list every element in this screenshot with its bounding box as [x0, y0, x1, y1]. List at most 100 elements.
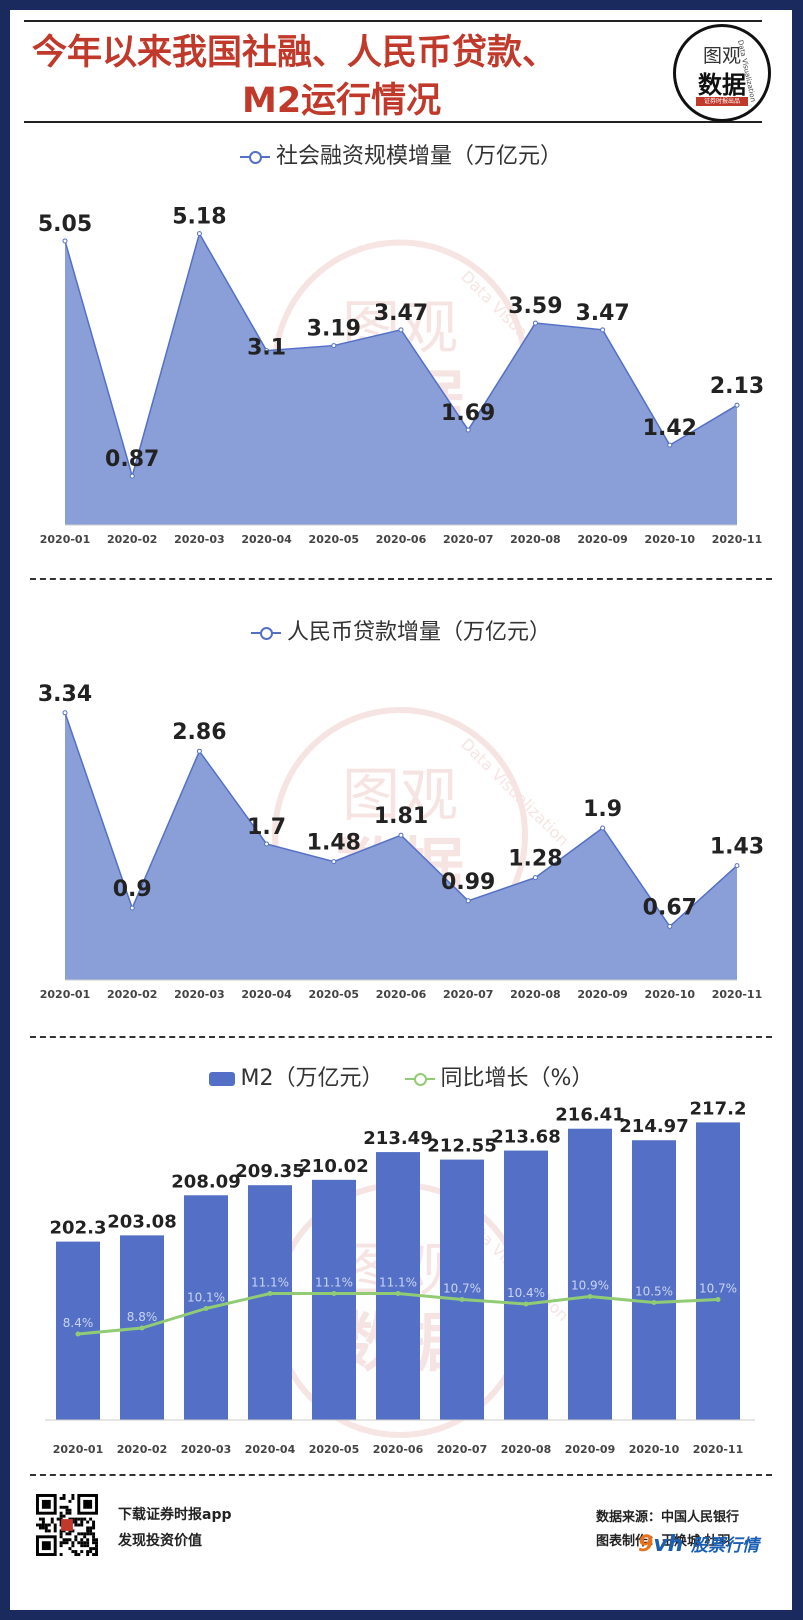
chart2-legend-item: 人民币贷款增量（万亿元）	[250, 614, 551, 646]
qr-module	[92, 1553, 96, 1556]
qr-module	[77, 1553, 81, 1556]
qr-module	[71, 1550, 75, 1554]
bar-value-label: 203.08	[107, 1211, 176, 1232]
bar-value-label: 213.49	[363, 1128, 432, 1149]
qr-module	[80, 1517, 84, 1521]
data-point	[129, 905, 135, 911]
chart3-legend-label-m2: M2（万亿元）	[240, 1066, 384, 1091]
growth-label: 10.7%	[443, 1282, 481, 1296]
qr-module	[80, 1532, 84, 1536]
qr-module	[62, 1505, 66, 1509]
qr-module	[38, 1517, 42, 1521]
bar-value-label: 210.02	[299, 1156, 368, 1177]
corner-watermark-text: 股票行情	[691, 1536, 759, 1556]
legend-line-marker-icon	[250, 626, 281, 640]
qr-module	[86, 1544, 90, 1548]
chart1-legend: 社会融资规模增量（万亿元）	[10, 138, 792, 170]
data-label: 1.69	[441, 401, 495, 426]
qr-module	[68, 1547, 72, 1551]
qr-module	[80, 1544, 84, 1548]
qr-module	[92, 1526, 96, 1530]
qr-module	[77, 1532, 81, 1536]
growth-label: 8.4%	[63, 1316, 94, 1330]
growth-point	[587, 1294, 593, 1299]
growth-label: 11.1%	[379, 1276, 417, 1290]
qr-module	[62, 1541, 66, 1545]
growth-point	[267, 1291, 273, 1296]
qr-module	[68, 1532, 72, 1536]
qr-module	[41, 1526, 45, 1530]
qr-module	[92, 1538, 96, 1542]
data-label: 1.48	[307, 831, 361, 856]
qr-module	[89, 1526, 93, 1530]
section-divider	[30, 578, 772, 580]
qr-module	[59, 1517, 63, 1521]
data-point	[734, 863, 740, 869]
qr-module	[59, 1511, 63, 1515]
qr-module	[89, 1517, 93, 1521]
qr-module	[89, 1547, 93, 1551]
area-fill	[65, 712, 737, 980]
top-rule	[24, 20, 762, 22]
qr-module	[86, 1550, 90, 1554]
data-label: 1.81	[374, 804, 428, 829]
watermark-text-top: 图观	[342, 761, 458, 829]
qr-module	[74, 1517, 78, 1521]
qr-module	[83, 1532, 87, 1536]
qr-module	[65, 1505, 69, 1509]
qr-module	[41, 1517, 45, 1521]
qr-module	[80, 1550, 84, 1554]
qr-module	[59, 1529, 63, 1533]
x-tick-label: 2020-07	[437, 1443, 488, 1456]
footer-data-source: 数据来源：中国人民银行	[596, 1510, 740, 1525]
qr-module	[92, 1535, 96, 1539]
x-tick-label: 2020-11	[712, 988, 763, 1000]
qr-module	[71, 1496, 75, 1500]
data-point	[129, 473, 135, 479]
bar	[504, 1150, 548, 1420]
x-tick-label: 2020-03	[174, 533, 225, 546]
section-divider	[30, 1474, 772, 1476]
data-point	[196, 748, 202, 754]
qr-finder-center	[41, 1499, 51, 1509]
x-tick-label: 2020-09	[577, 533, 628, 546]
data-point	[196, 231, 202, 237]
qr-module	[59, 1496, 63, 1500]
qr-module	[83, 1535, 87, 1539]
growth-point	[459, 1297, 465, 1302]
qr-module	[95, 1541, 98, 1545]
qr-module	[44, 1529, 48, 1533]
corner-watermark-vh: vh	[653, 1532, 684, 1557]
growth-label: 8.8%	[127, 1310, 158, 1324]
bar	[440, 1159, 484, 1420]
qr-module	[80, 1520, 84, 1524]
x-tick-label: 2020-02	[107, 533, 158, 546]
data-label: 1.28	[508, 847, 562, 872]
data-label: 0.87	[105, 447, 159, 472]
qr-module	[65, 1541, 69, 1545]
data-point	[331, 859, 337, 865]
chart2-legend: 人民币贷款增量（万亿元）	[10, 614, 792, 646]
x-tick-label: 2020-06	[376, 533, 427, 546]
growth-label: 10.4%	[507, 1286, 545, 1300]
data-point	[734, 402, 740, 408]
qr-module	[59, 1514, 63, 1518]
legend-bar-marker-icon	[208, 1072, 235, 1086]
x-tick-label: 2020-06	[376, 988, 427, 1000]
qr-module	[77, 1517, 81, 1521]
qr-module	[62, 1496, 66, 1500]
qr-module	[50, 1517, 54, 1521]
data-point	[62, 710, 68, 716]
area-fill	[65, 233, 737, 525]
x-tick-label: 2020-01	[40, 988, 91, 1000]
qr-module	[68, 1511, 72, 1515]
qr-module	[74, 1538, 78, 1542]
bar	[632, 1140, 676, 1420]
x-tick-label: 2020-03	[174, 988, 225, 1000]
qr-module	[86, 1538, 90, 1542]
chart-rmb-loans: 图观数据Data Visualization3.342020-010.92020…	[38, 682, 764, 1000]
data-label: 1.42	[643, 416, 697, 441]
logo-text-bottom: 数据	[698, 71, 746, 99]
bar	[248, 1185, 292, 1420]
legend-line-marker-icon	[239, 150, 270, 164]
